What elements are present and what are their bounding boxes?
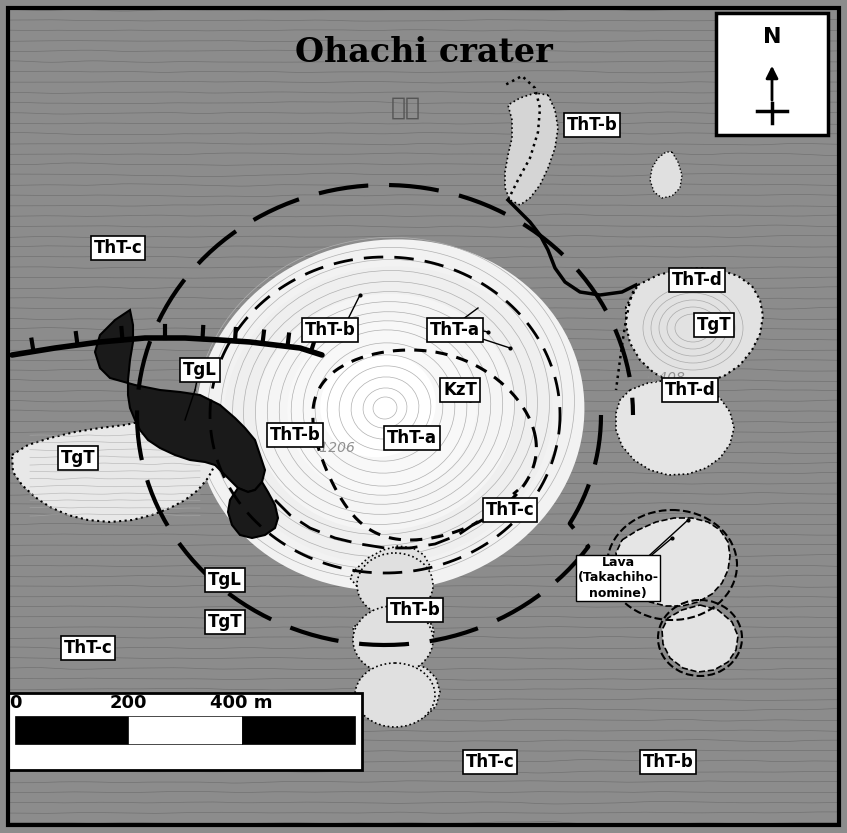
Text: ThT-c: ThT-c (466, 753, 514, 771)
Text: ThT-d: ThT-d (672, 271, 722, 289)
Polygon shape (505, 93, 558, 205)
Polygon shape (12, 400, 218, 522)
Text: Ohachi crater: Ohachi crater (295, 36, 552, 68)
Polygon shape (626, 268, 763, 384)
Bar (241, 716, 355, 744)
Ellipse shape (196, 239, 584, 591)
Text: 0: 0 (8, 694, 21, 712)
FancyBboxPatch shape (716, 13, 828, 135)
Polygon shape (360, 663, 440, 722)
Text: 400 m: 400 m (210, 694, 273, 712)
Text: TgT: TgT (697, 316, 731, 334)
Text: TgT: TgT (208, 613, 242, 631)
Polygon shape (650, 152, 682, 198)
Text: 200: 200 (109, 694, 147, 712)
Ellipse shape (357, 553, 433, 617)
Text: ThT-c: ThT-c (485, 501, 534, 519)
Polygon shape (616, 518, 730, 606)
Ellipse shape (224, 267, 552, 564)
Text: ThT-b: ThT-b (305, 321, 356, 339)
Text: 御鉢: 御鉢 (390, 96, 420, 120)
Ellipse shape (287, 320, 477, 496)
Bar (15, 716, 129, 744)
Polygon shape (95, 310, 265, 492)
Text: TgT: TgT (61, 449, 96, 467)
Text: ThT-d: ThT-d (665, 381, 716, 399)
Ellipse shape (353, 606, 433, 674)
Polygon shape (353, 608, 434, 663)
Text: ThT-b: ThT-b (269, 426, 320, 444)
Text: Lava
(Takachiho-
nominе): Lava (Takachiho- nominе) (578, 556, 658, 600)
Text: ThT-c: ThT-c (94, 239, 142, 257)
Text: ThT-c: ThT-c (64, 639, 113, 657)
Ellipse shape (320, 353, 436, 457)
Text: ThT-b: ThT-b (390, 601, 440, 619)
Text: ·1408: ·1408 (645, 371, 685, 385)
Text: N: N (763, 27, 781, 47)
Text: ThT-a: ThT-a (430, 321, 480, 339)
Text: TgL: TgL (208, 571, 242, 589)
FancyBboxPatch shape (8, 693, 362, 770)
Bar (129, 716, 241, 744)
Text: ThT-b: ThT-b (567, 116, 617, 134)
Polygon shape (662, 605, 738, 672)
Ellipse shape (255, 293, 515, 531)
Text: TgL: TgL (183, 361, 217, 379)
Polygon shape (350, 546, 430, 600)
Polygon shape (616, 380, 734, 475)
Polygon shape (228, 482, 278, 538)
Ellipse shape (355, 663, 435, 727)
Text: KzT: KzT (443, 381, 477, 399)
Text: ThT-a: ThT-a (387, 429, 437, 447)
Text: ·1206: ·1206 (315, 441, 355, 455)
Text: ThT-b: ThT-b (643, 753, 694, 771)
